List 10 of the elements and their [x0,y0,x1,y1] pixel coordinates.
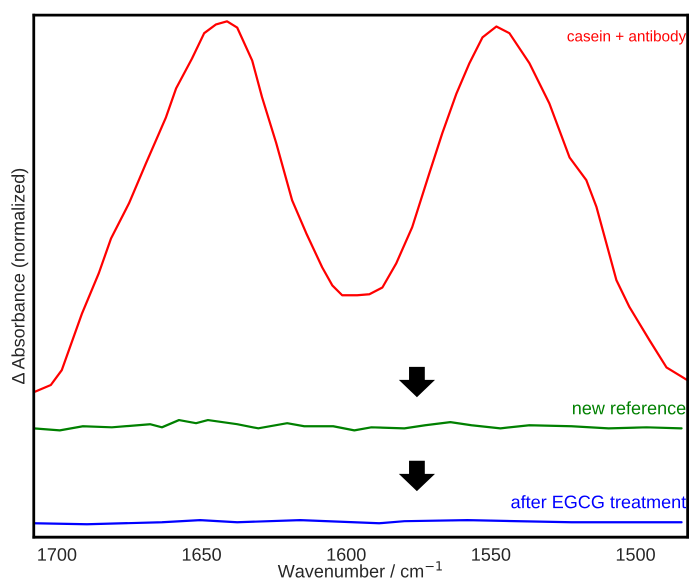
x-tick-label: 1550 [472,548,510,561]
x-tick-label: 1700 [38,548,76,561]
x-tick-label: 1600 [328,548,366,561]
x-axis-title: Wavenumber / cm$^{−1}$ [278,561,442,578]
y-axis-title: Δ Absorbance (normalized) [11,168,28,384]
series-label: after EGCG treatment [511,495,686,508]
x-tick-label: 1650 [182,548,221,561]
text: casein + antibody [567,30,686,45]
x-tick-label: 1500 [616,548,655,561]
series-label: new reference [572,401,686,414]
